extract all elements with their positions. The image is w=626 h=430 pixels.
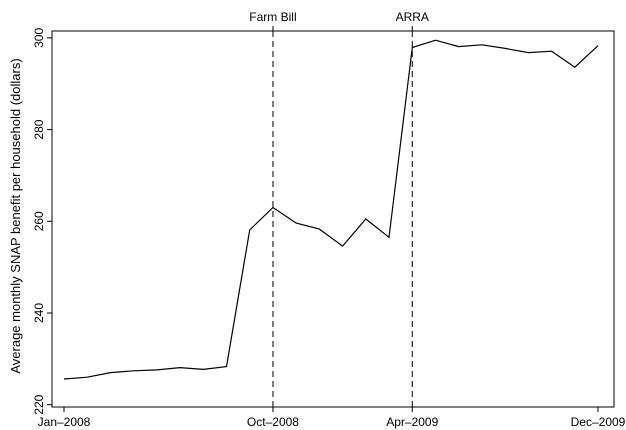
plot-frame xyxy=(51,30,615,408)
y-axis-title: Average monthly SNAP benefit per househo… xyxy=(8,58,23,373)
series-layer xyxy=(63,39,599,380)
x-tick-label: Oct–2008 xyxy=(247,415,299,429)
y-axis: 220 240 260 280 300 xyxy=(32,28,52,415)
y-tick-label: 240 xyxy=(32,303,46,323)
reference-label: ARRA xyxy=(396,10,429,24)
x-tick-label: Apr–2009 xyxy=(386,415,438,429)
y-tick-label: 260 xyxy=(32,211,46,231)
x-tick-label: Jan–2008 xyxy=(38,415,91,429)
reference-lines: Farm Bill ARRA xyxy=(249,10,429,407)
series-line xyxy=(63,39,599,380)
reference-label: Farm Bill xyxy=(249,10,296,24)
y-tick-label: 300 xyxy=(32,28,46,48)
y-tick-label: 280 xyxy=(32,119,46,139)
y-tick-label: 220 xyxy=(32,394,46,414)
x-tick-label: Dec–2009 xyxy=(571,415,626,429)
x-axis: Jan–2008 Oct–2008 Apr–2009 Dec–2009 xyxy=(38,407,626,429)
